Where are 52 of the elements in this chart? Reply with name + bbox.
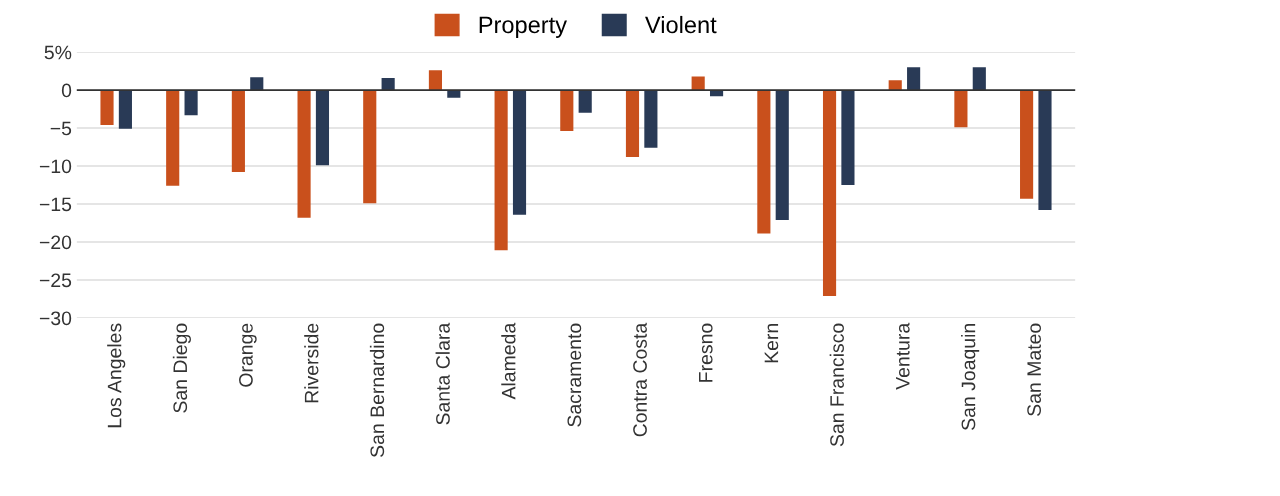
bar <box>512 90 527 215</box>
bar <box>691 76 705 91</box>
x-tick-label: Fresno <box>699 323 713 382</box>
y-tick-label: −30 <box>39 311 72 326</box>
bar <box>250 77 264 91</box>
bar <box>560 90 574 132</box>
bar <box>841 90 855 186</box>
y-tick-label: −25 <box>39 273 72 288</box>
y-tick-label: 5% <box>44 45 72 60</box>
bar <box>757 90 771 234</box>
x-tick-label: San Bernardino <box>369 323 385 458</box>
x-tick-label: Sacramento <box>567 323 582 427</box>
bar <box>166 90 180 186</box>
legend-label: Violent <box>645 15 717 34</box>
bar <box>888 80 902 91</box>
bar <box>972 67 986 91</box>
x-tick-label: Alameda <box>501 322 516 400</box>
bar <box>644 90 658 148</box>
bar <box>907 67 921 91</box>
x-tick-label: San Diego <box>172 323 191 413</box>
x-tick-label: San Francisco <box>829 323 844 447</box>
bar <box>100 90 114 125</box>
bar <box>315 90 330 166</box>
x-tick-label: Orange <box>239 323 257 387</box>
bar <box>428 70 442 91</box>
y-tick-label: −5 <box>50 121 72 136</box>
x-tick-label: Contra Costa <box>633 322 647 437</box>
bar <box>1020 90 1034 199</box>
bar <box>184 90 198 116</box>
bar <box>297 90 311 218</box>
bar <box>625 90 640 157</box>
bar <box>775 90 789 220</box>
bar <box>1038 90 1052 211</box>
x-tick-label: Santa Clara <box>435 322 450 425</box>
x-tick-label: Riverside <box>304 323 319 403</box>
bar <box>494 90 508 251</box>
legend-label: Property <box>479 16 567 38</box>
bar <box>578 90 592 113</box>
y-tick-label: −15 <box>39 197 72 212</box>
bar <box>822 90 837 296</box>
y-tick-label: −10 <box>39 159 72 174</box>
y-tick-label: 0 <box>61 83 72 98</box>
y-tick-label: −20 <box>39 235 72 250</box>
bar <box>118 90 132 129</box>
x-tick-label: San Mateo <box>1027 323 1042 416</box>
bar <box>954 90 968 128</box>
x-tick-label: Ventura <box>896 322 910 390</box>
x-tick-label: Los Angeles <box>107 323 126 428</box>
bar <box>231 90 245 173</box>
bar <box>363 90 377 204</box>
x-tick-label: San Joaquin <box>961 324 980 431</box>
x-tick-label: Kern <box>764 324 779 363</box>
